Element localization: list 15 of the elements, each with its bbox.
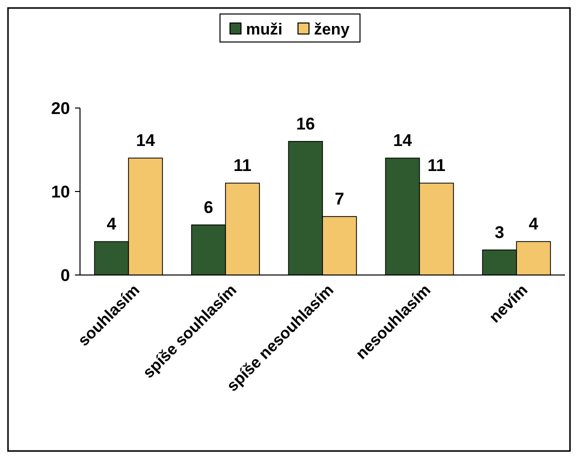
data-label: 16 (296, 114, 315, 134)
data-label: 3 (494, 222, 504, 242)
data-label: 14 (136, 131, 156, 150)
legend-label: muži (246, 22, 282, 39)
data-label: 11 (233, 156, 252, 176)
data-label: 4 (106, 214, 117, 234)
data-label: 6 (204, 198, 214, 217)
y-tick-label: 20 (51, 98, 70, 118)
y-tick-label: 10 (51, 182, 70, 202)
data-label: 11 (427, 156, 446, 176)
y-tick-label: 0 (60, 266, 70, 285)
data-label: 4 (528, 214, 539, 234)
data-label: 7 (334, 190, 344, 209)
data-label: 14 (393, 131, 413, 150)
legend-label: ženy (314, 22, 350, 39)
